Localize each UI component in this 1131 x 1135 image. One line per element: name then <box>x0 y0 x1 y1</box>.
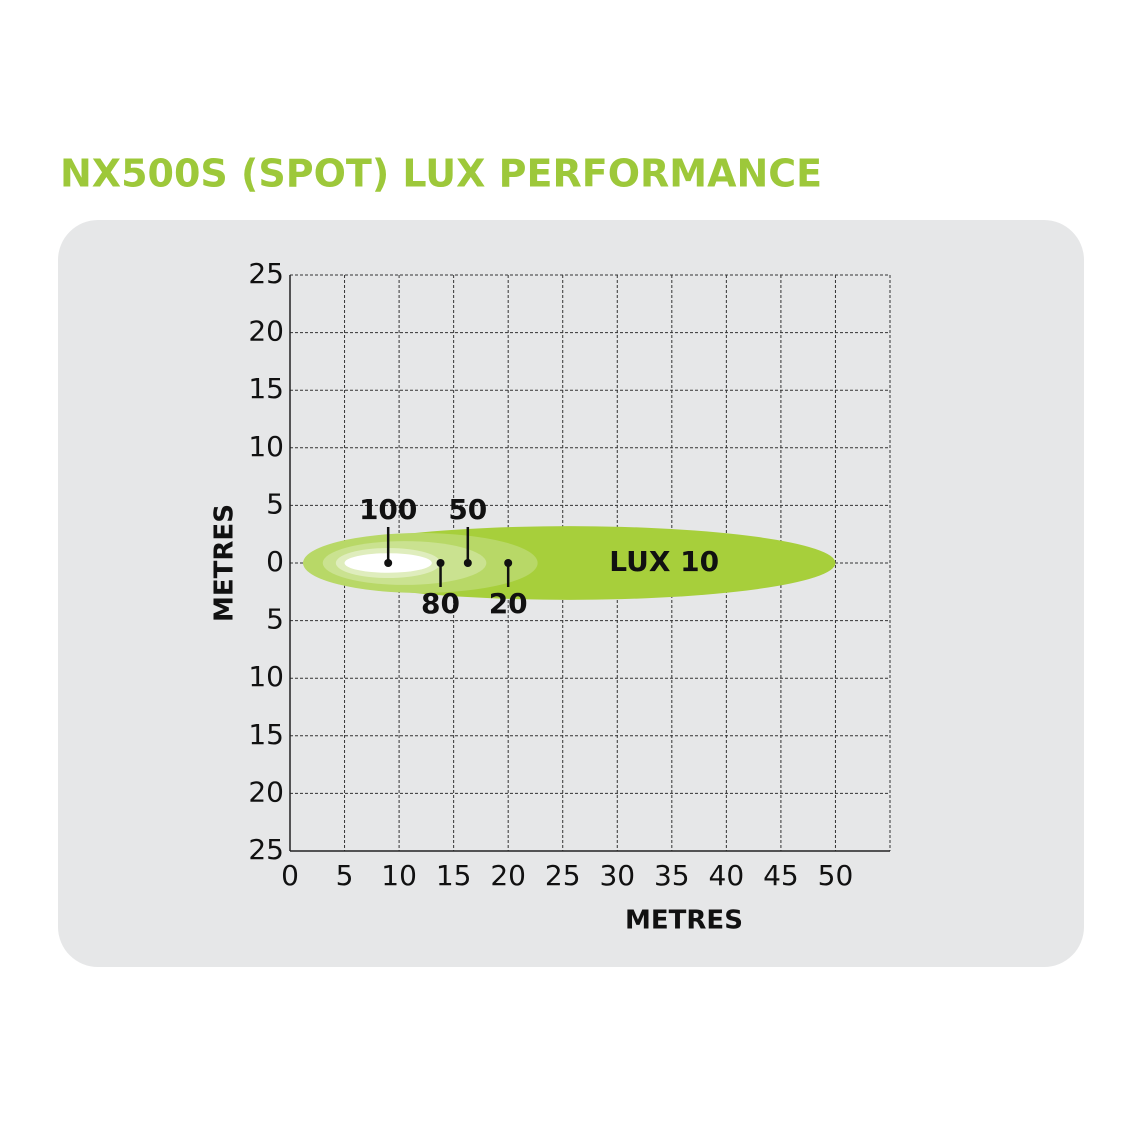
x-tick-label: 5 <box>336 859 354 892</box>
y-tick-label: 10 <box>248 660 284 693</box>
y-axis-label: METRES <box>210 504 240 622</box>
x-tick-label: 35 <box>654 859 690 892</box>
contour-label: 20 <box>489 587 528 620</box>
x-tick-label: 45 <box>763 859 799 892</box>
y-tick-label: 0 <box>266 545 284 578</box>
y-tick-label: 5 <box>266 603 284 636</box>
x-tick-label: 50 <box>818 859 854 892</box>
contour-label: 50 <box>448 493 487 526</box>
x-tick-label: 15 <box>436 859 472 892</box>
y-tick-label: 20 <box>248 775 284 808</box>
y-tick-label: 15 <box>248 718 284 751</box>
y-tick-label: 25 <box>248 257 284 290</box>
contour-label: 100 <box>359 493 417 526</box>
y-tick-label: 10 <box>248 430 284 463</box>
x-tick-label: 30 <box>599 859 635 892</box>
contour-label: 80 <box>421 587 460 620</box>
y-tick-label: 5 <box>266 487 284 520</box>
x-tick-label: 40 <box>709 859 745 892</box>
chart-title: NX500S (SPOT) LUX PERFORMANCE <box>60 152 822 196</box>
x-tick-label: 20 <box>490 859 526 892</box>
contour-label: LUX 10 <box>609 545 719 578</box>
x-tick-label: 25 <box>545 859 581 892</box>
x-tick-label: 0 <box>281 859 299 892</box>
x-tick-label: 10 <box>381 859 417 892</box>
y-tick-label: 20 <box>248 315 284 348</box>
x-axis-label: METRES <box>625 906 743 936</box>
y-tick-label: 25 <box>248 833 284 866</box>
y-tick-label: 15 <box>248 372 284 405</box>
